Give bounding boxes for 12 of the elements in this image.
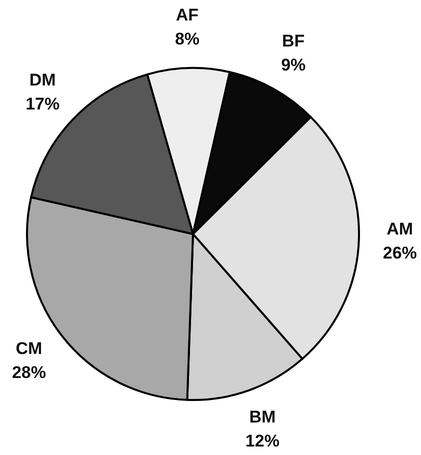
slice-label: CM [16, 338, 42, 358]
data-label: 17% [26, 94, 60, 114]
data-label: 9% [281, 55, 306, 74]
slice-label: BF [282, 31, 305, 50]
slice-label: DM [29, 70, 56, 90]
data-label: 8% [174, 30, 200, 49]
data-label: 28% [12, 362, 46, 382]
data-label: 12% [245, 432, 280, 451]
slice-label: AM [386, 220, 414, 239]
slice-label: BM [249, 408, 276, 427]
data-label: 26% [382, 244, 417, 263]
slice-label: AF [176, 6, 199, 25]
